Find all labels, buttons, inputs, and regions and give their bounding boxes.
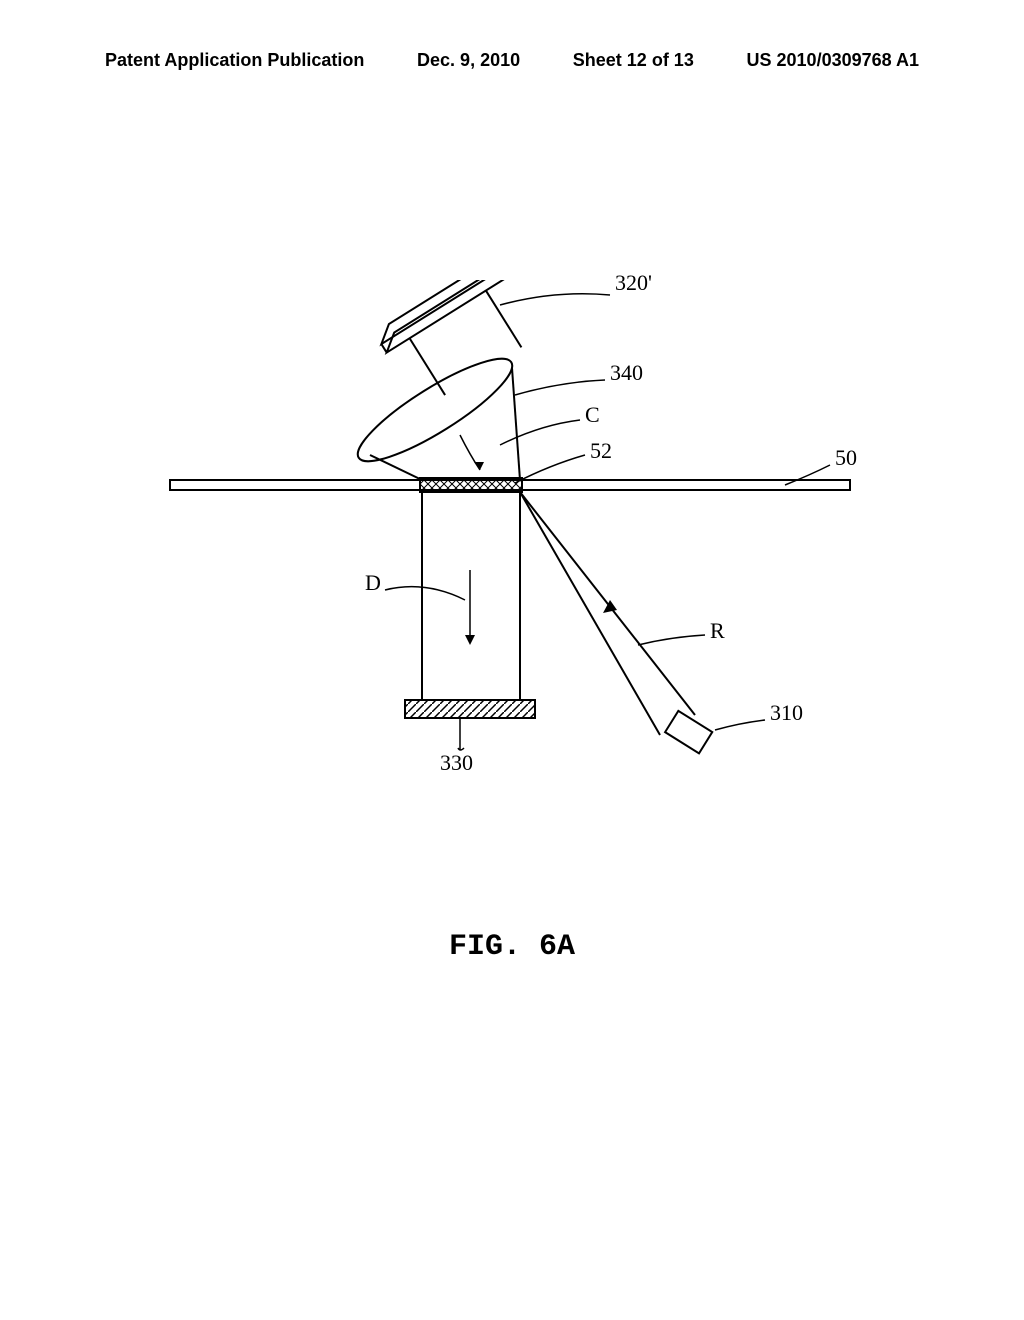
label-50: 50 [835,445,857,471]
sheet-info: Sheet 12 of 13 [573,50,694,71]
label-R: R [710,618,725,644]
label-340: 340 [610,360,643,386]
label-52: 52 [590,438,612,464]
publication-date: Dec. 9, 2010 [417,50,520,71]
publication-number: US 2010/0309768 A1 [747,50,919,71]
label-C: C [585,402,600,428]
label-D: D [365,570,381,596]
label-310: 310 [770,700,803,726]
label-330: 330 [440,750,473,776]
patent-diagram: 320' 340 C 52 50 D R 310 330 [160,280,860,830]
publication-type: Patent Application Publication [105,50,364,71]
figure-title: FIG. 6A [0,930,1024,964]
page-header: Patent Application Publication Dec. 9, 2… [0,50,1024,71]
label-320-prime: 320' [615,270,652,296]
